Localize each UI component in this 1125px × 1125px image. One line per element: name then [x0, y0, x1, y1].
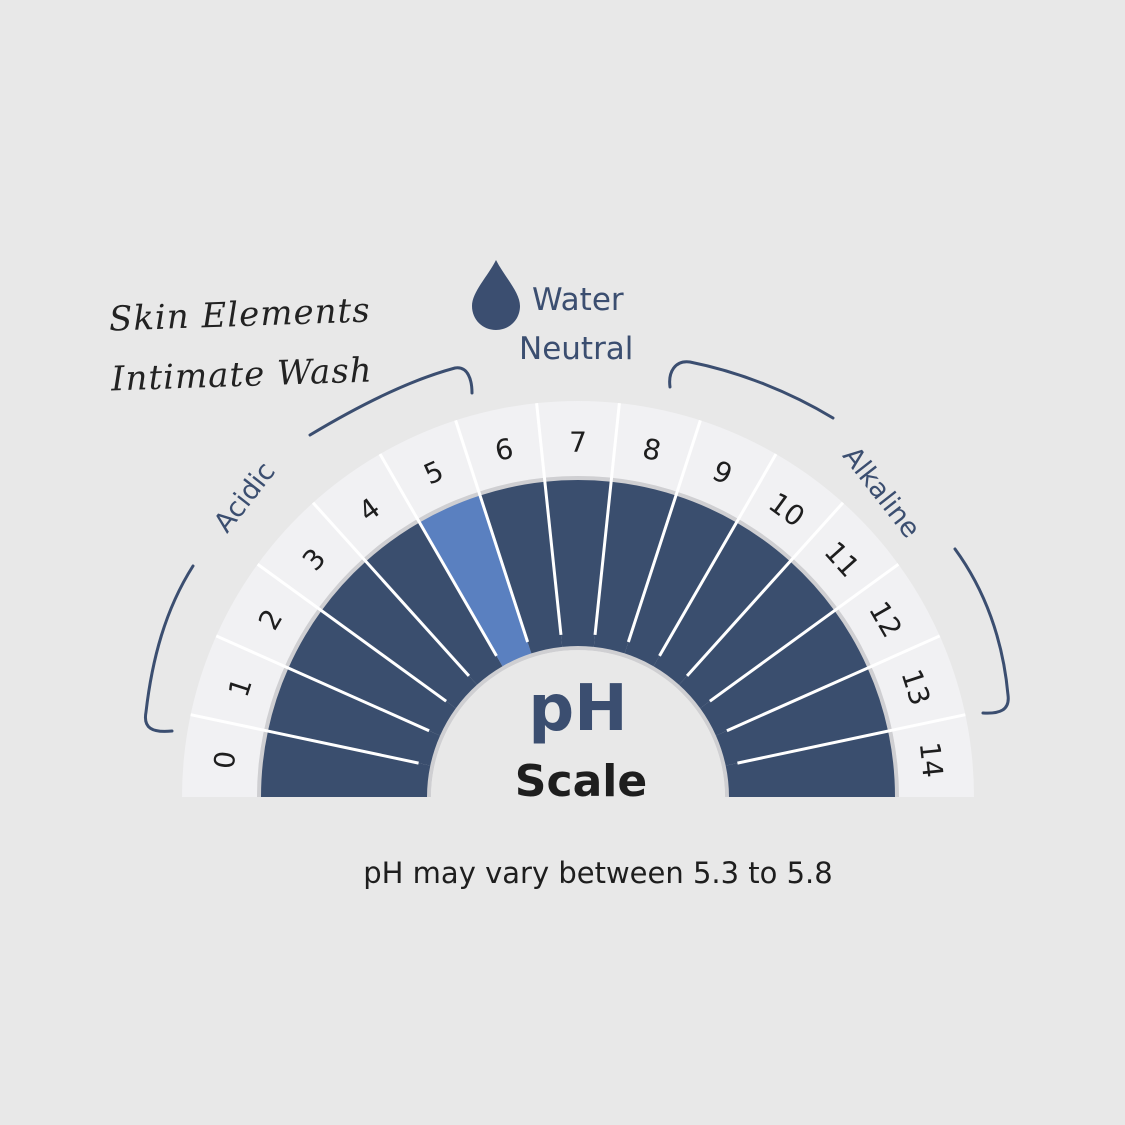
ph-segment-5: [419, 495, 532, 667]
segment-divider: [685, 501, 845, 677]
brand-name: Skin Elements Intimate Wash: [108, 280, 374, 409]
ph-segment-1: [267, 668, 441, 766]
segment-divider: [737, 713, 966, 765]
ph-segment-4: [365, 522, 503, 685]
brand-line-1: Skin Elements: [108, 290, 372, 340]
segment-divider: [593, 403, 621, 636]
center-disc: [431, 650, 725, 797]
ph-segment-7: [544, 480, 612, 647]
scale-subtitle: Scale: [514, 756, 648, 807]
ph-label-0: 0: [208, 749, 243, 770]
ph-segment-3: [321, 561, 477, 709]
water-drop-icon: [472, 260, 520, 330]
segment-divider: [535, 403, 563, 636]
alkaline-bracket-lower: [953, 547, 1010, 715]
ph-segment-9: [624, 495, 737, 667]
segment-divider: [215, 634, 430, 733]
segment-divider: [658, 453, 778, 657]
ph-segment-10: [653, 522, 791, 685]
ph-segment-0: [261, 731, 431, 797]
ph-range-note: pH may vary between 5.3 to 5.8: [363, 856, 833, 890]
ph-segment-2: [288, 610, 456, 736]
ph-segment-14: [725, 731, 896, 797]
ph-segment-12: [700, 610, 868, 736]
alkaline-bracket-upper: [668, 360, 835, 420]
ph-segment-6: [480, 481, 563, 654]
segment-divider: [626, 419, 702, 643]
water-label: Water: [532, 282, 624, 318]
acidic-bracket-upper: [308, 366, 474, 437]
segment-divider: [256, 563, 448, 703]
ph-label-14: 14: [913, 740, 950, 779]
outer-band: [182, 401, 974, 797]
segment-divider: [708, 563, 900, 703]
neutral-label: Neutral: [519, 331, 634, 367]
segment-divider: [378, 453, 498, 657]
ph-title: pH: [528, 672, 628, 746]
segment-divider: [726, 634, 941, 733]
ph-segment-11: [679, 561, 835, 709]
ph-label-7: 7: [569, 426, 587, 459]
segment-divider: [190, 713, 419, 765]
segment-divider: [311, 501, 471, 677]
brand-line-2: Intimate Wash: [110, 350, 374, 400]
ph-segment-8: [593, 481, 676, 654]
ph-segment-13: [715, 668, 889, 766]
acidic-bracket-lower: [143, 564, 195, 733]
segment-divider: [454, 419, 530, 643]
